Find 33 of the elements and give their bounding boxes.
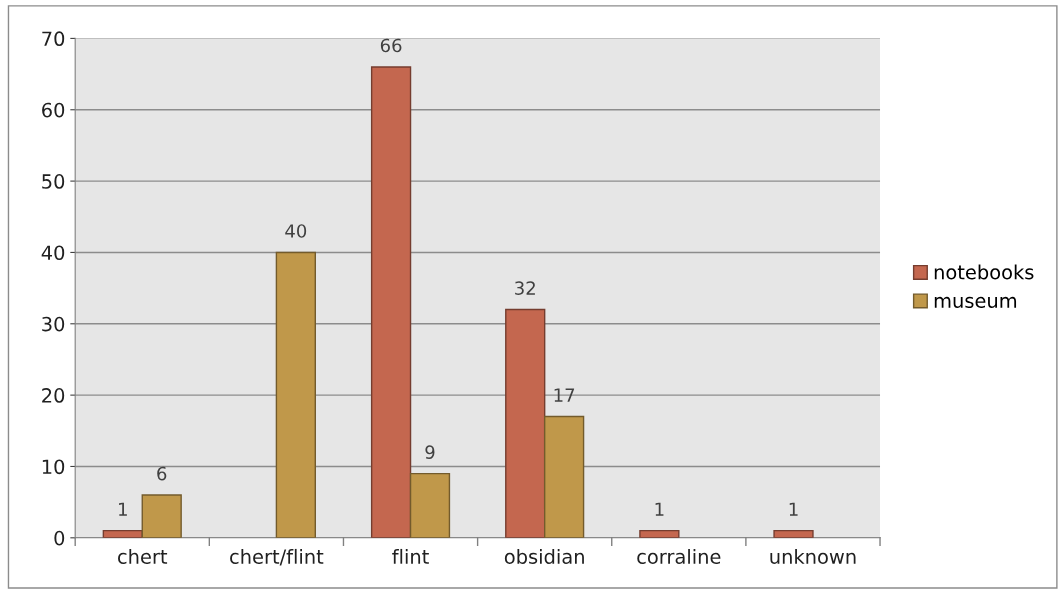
bar xyxy=(543,415,585,538)
data-label: 40 xyxy=(285,224,307,238)
x-tick-label: chert/flint xyxy=(230,548,324,566)
bar xyxy=(370,66,412,538)
x-tick-label: obsidian xyxy=(504,548,584,564)
data-label: 66 xyxy=(380,38,402,53)
y-tick-label: 10 xyxy=(42,459,65,475)
legend-label: museum xyxy=(934,296,1017,309)
data-label: 1 xyxy=(655,502,664,516)
bar xyxy=(773,529,814,538)
x-tick-label: flint xyxy=(392,548,429,564)
y-tick-label: 20 xyxy=(42,388,65,403)
x-tick-label: unknown xyxy=(770,548,856,564)
y-tick-label: 40 xyxy=(41,245,65,261)
y-tick-label: 30 xyxy=(42,316,65,332)
legend-label: notebooks xyxy=(934,264,1034,280)
bar xyxy=(505,308,546,538)
x-tick-label: corraline xyxy=(637,548,721,564)
data-label: 9 xyxy=(425,445,435,459)
data-label: 6 xyxy=(157,466,167,481)
y-tick-label: 50 xyxy=(42,174,65,189)
x-tick-label: chert xyxy=(118,548,168,564)
y-tick-label: 0 xyxy=(54,530,65,546)
data-label: 1 xyxy=(119,502,127,516)
y-tick-label: 70 xyxy=(42,31,65,47)
bar xyxy=(141,494,182,538)
data-label: 1 xyxy=(789,502,798,516)
bar xyxy=(275,251,316,538)
bar xyxy=(639,529,680,538)
data-label: 32 xyxy=(515,281,535,295)
y-tick-label: 60 xyxy=(42,102,65,118)
bar xyxy=(409,472,451,538)
data-label: 17 xyxy=(554,388,575,402)
